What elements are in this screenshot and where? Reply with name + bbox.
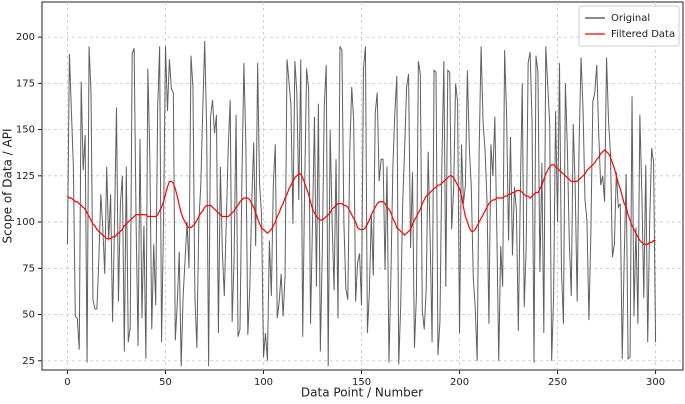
- legend-label: Original: [611, 13, 650, 24]
- y-axis-label: Scope of Data / API: [1, 128, 15, 243]
- y-tick-label: 200: [16, 32, 35, 43]
- x-tick-label: 50: [159, 377, 172, 388]
- y-tick-label: 25: [22, 356, 35, 367]
- x-tick-label: 100: [254, 377, 273, 388]
- x-tick-label: 150: [352, 377, 371, 388]
- x-axis-label: Data Point / Number: [301, 386, 423, 400]
- y-tick-label: 175: [16, 78, 35, 89]
- series-line: [67, 149, 656, 245]
- legend-label: Filtered Data: [611, 29, 675, 40]
- x-tick-label: 0: [64, 377, 70, 388]
- x-tick-label: 250: [548, 377, 567, 388]
- y-tick-label: 50: [22, 310, 35, 321]
- y-tick-label: 100: [16, 217, 35, 228]
- legend: Original Filtered Data: [578, 5, 680, 47]
- y-tick-label: 150: [16, 125, 35, 136]
- y-tick-label: 125: [16, 171, 35, 182]
- x-tick-label: 300: [646, 377, 665, 388]
- series-line: [66, 40, 657, 367]
- y-tick-label: 75: [22, 263, 35, 274]
- legend-box: [578, 5, 680, 47]
- x-tick-label: 200: [450, 377, 469, 388]
